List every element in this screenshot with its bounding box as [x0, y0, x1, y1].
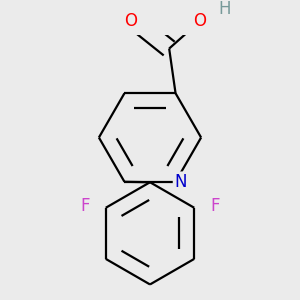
Text: F: F [210, 197, 220, 215]
Text: O: O [193, 12, 206, 30]
Text: F: F [80, 197, 90, 215]
Text: H: H [219, 0, 231, 18]
Text: N: N [174, 173, 187, 191]
Text: O: O [124, 12, 137, 30]
